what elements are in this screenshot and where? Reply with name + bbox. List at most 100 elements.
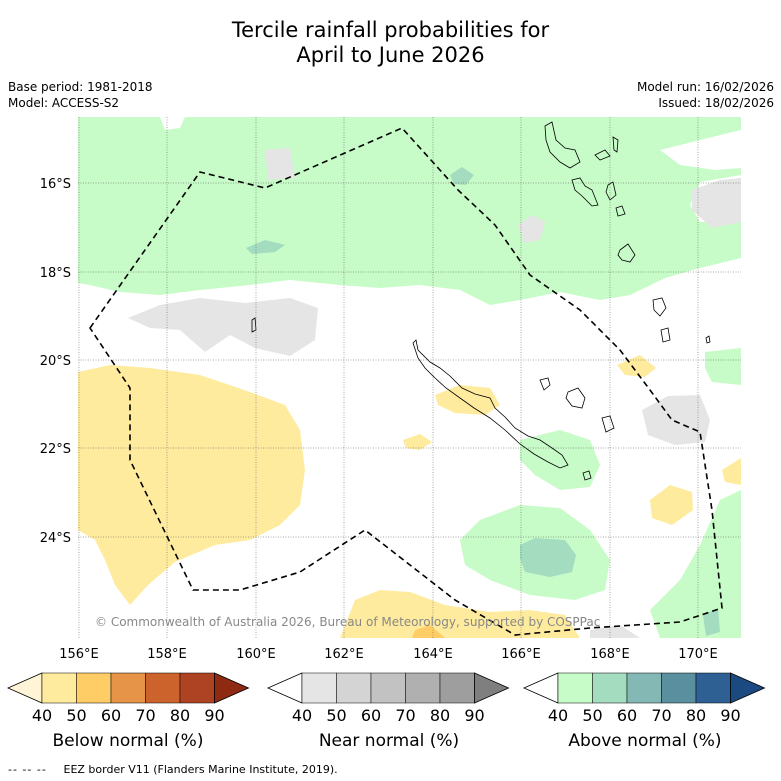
colorbar-above-label: Above normal (%) bbox=[568, 731, 722, 751]
lon-label-166e: 166°E bbox=[501, 647, 541, 662]
below-colorbar-tick: 80 bbox=[170, 706, 190, 725]
above-colorbar-tick: 40 bbox=[548, 706, 568, 725]
near-colorbar-min-arrow bbox=[267, 672, 303, 704]
below-colorbar-cell bbox=[76, 672, 112, 704]
lon-labels: 156°E 158°E 160°E 162°E 164°E 166°E 168°… bbox=[59, 647, 718, 662]
above-colorbar-tick: 50 bbox=[582, 706, 602, 725]
above-colorbar-tick: 60 bbox=[617, 706, 637, 725]
copyright-text: © Commonwealth of Australia 2026, Bureau… bbox=[95, 615, 600, 629]
above-colorbar-cell bbox=[592, 672, 628, 704]
below-normal-region-5 bbox=[617, 355, 656, 377]
near-colorbar-cell bbox=[301, 672, 337, 704]
lat-label-22s: 22°S bbox=[40, 442, 71, 457]
below-normal-region-7 bbox=[722, 458, 741, 485]
colorbar-below-label: Below normal (%) bbox=[52, 731, 204, 751]
gridlines bbox=[78, 117, 741, 638]
vanuatu-island-7 bbox=[617, 243, 636, 263]
near-normal-region-6 bbox=[590, 625, 640, 638]
eez-legend: -- -- -- EEZ border V11 (Flanders Marine… bbox=[8, 763, 338, 776]
white-gap-1 bbox=[660, 130, 741, 170]
colorbar-near-normal: 40 50 60 70 80 90 bbox=[267, 672, 510, 725]
near-colorbar-tick: 60 bbox=[361, 706, 381, 725]
above-colorbar-cell bbox=[557, 672, 593, 704]
above-50-patch-1 bbox=[520, 538, 576, 577]
near-colorbar-tick: 70 bbox=[395, 706, 415, 725]
vanuatu-island-8 bbox=[652, 297, 667, 317]
loyalty-island-1 bbox=[539, 377, 551, 391]
below-normal-region-south bbox=[340, 590, 580, 638]
lat-label-18s: 18°S bbox=[40, 266, 71, 281]
meta-left: Base period: 1981-2018 Model: ACCESS-S2 bbox=[8, 79, 153, 111]
near-colorbar-cell bbox=[439, 672, 475, 704]
lon-label-170e: 170°E bbox=[678, 647, 718, 662]
below-colorbar-tick: 50 bbox=[66, 706, 86, 725]
near-normal-region-4 bbox=[128, 298, 318, 356]
above-colorbar-min-arrow bbox=[523, 672, 559, 704]
near-colorbar-tick: 50 bbox=[326, 706, 346, 725]
near-colorbar-max-arrow bbox=[474, 672, 510, 704]
vanuatu-island-9 bbox=[660, 327, 671, 343]
above-colorbar-tick: 80 bbox=[686, 706, 706, 725]
vanuatu-island-2 bbox=[594, 149, 611, 161]
near-colorbar-tick: 80 bbox=[430, 706, 450, 725]
loyalty-island-2 bbox=[565, 387, 586, 409]
below-colorbar-cell bbox=[41, 672, 77, 704]
base-period: Base period: 1981-2018 bbox=[8, 80, 153, 94]
white-gap-2 bbox=[160, 117, 185, 130]
below-colorbar-cell bbox=[110, 672, 146, 704]
below-colorbar-cell bbox=[145, 672, 181, 704]
near-colorbar-tick: 90 bbox=[464, 706, 484, 725]
lat-label-24s: 24°S bbox=[40, 531, 71, 546]
model-name: Model: ACCESS-S2 bbox=[8, 96, 120, 110]
above-normal-region-east bbox=[705, 348, 741, 385]
issued-date: Issued: 18/02/2026 bbox=[658, 96, 774, 110]
above-colorbar-cell bbox=[626, 672, 662, 704]
near-colorbar-cell bbox=[336, 672, 372, 704]
above-50-patch-3 bbox=[450, 167, 474, 185]
lat-label-20s: 20°S bbox=[40, 354, 71, 369]
below-colorbar-cell bbox=[179, 672, 215, 704]
below-colorbar-max-arrow bbox=[214, 672, 250, 704]
lon-label-162e: 162°E bbox=[324, 647, 364, 662]
near-normal-region-2 bbox=[692, 178, 741, 228]
vanuatu-island-1 bbox=[544, 121, 581, 169]
new-caledonia-main bbox=[412, 339, 569, 469]
above-colorbar-max-arrow bbox=[730, 672, 766, 704]
below-colorbar-tick: 70 bbox=[135, 706, 155, 725]
model-run: Model run: 16/02/2026 bbox=[636, 80, 774, 94]
near-normal-region-1 bbox=[265, 148, 295, 180]
lat-labels: 16°S 18°S 20°S 22°S 24°S bbox=[40, 177, 71, 546]
chart-title: Tercile rainfall probabilities for April… bbox=[0, 18, 781, 68]
vanuatu-island-4 bbox=[571, 177, 599, 207]
below-normal-region-3 bbox=[435, 385, 500, 415]
lon-label-160e: 160°E bbox=[236, 647, 276, 662]
vanuatu-island-5 bbox=[605, 181, 617, 201]
lon-label-168e: 168°E bbox=[590, 647, 630, 662]
colorbar-below-normal: 40 50 60 70 80 90 bbox=[7, 672, 250, 725]
lon-label-156e: 156°E bbox=[59, 647, 99, 662]
map-area bbox=[78, 117, 741, 638]
below-normal-region-2 bbox=[82, 442, 100, 472]
below-normal-region-6 bbox=[650, 485, 693, 525]
near-colorbar-tick: 40 bbox=[292, 706, 312, 725]
vanuatu-island-6 bbox=[615, 205, 626, 217]
below-colorbar-tick: 40 bbox=[32, 706, 52, 725]
above-colorbar-cell bbox=[661, 672, 697, 704]
above-normal-region-caledonia bbox=[520, 430, 600, 490]
above-normal-region-north bbox=[78, 117, 741, 305]
matthew-island bbox=[705, 335, 711, 344]
isle-of-pines bbox=[582, 470, 592, 481]
title-line-1: Tercile rainfall probabilities for bbox=[231, 18, 550, 42]
eez-legend-text: EEZ border V11 (Flanders Marine Institut… bbox=[63, 763, 338, 776]
above-normal-region-southeast bbox=[650, 490, 741, 638]
near-colorbar-cell bbox=[370, 672, 406, 704]
below-colorbar-tick: 90 bbox=[204, 706, 224, 725]
above-50-patch-4 bbox=[703, 608, 720, 636]
meta-right: Model run: 16/02/2026 Issued: 18/02/2026 bbox=[637, 79, 774, 111]
colorbar-above-normal: 40 50 60 70 80 90 bbox=[523, 672, 766, 725]
near-normal-region-3 bbox=[518, 215, 545, 243]
below-50-patch bbox=[412, 625, 445, 638]
near-normal-region-5 bbox=[642, 395, 710, 445]
title-line-2: April to June 2026 bbox=[296, 43, 485, 67]
